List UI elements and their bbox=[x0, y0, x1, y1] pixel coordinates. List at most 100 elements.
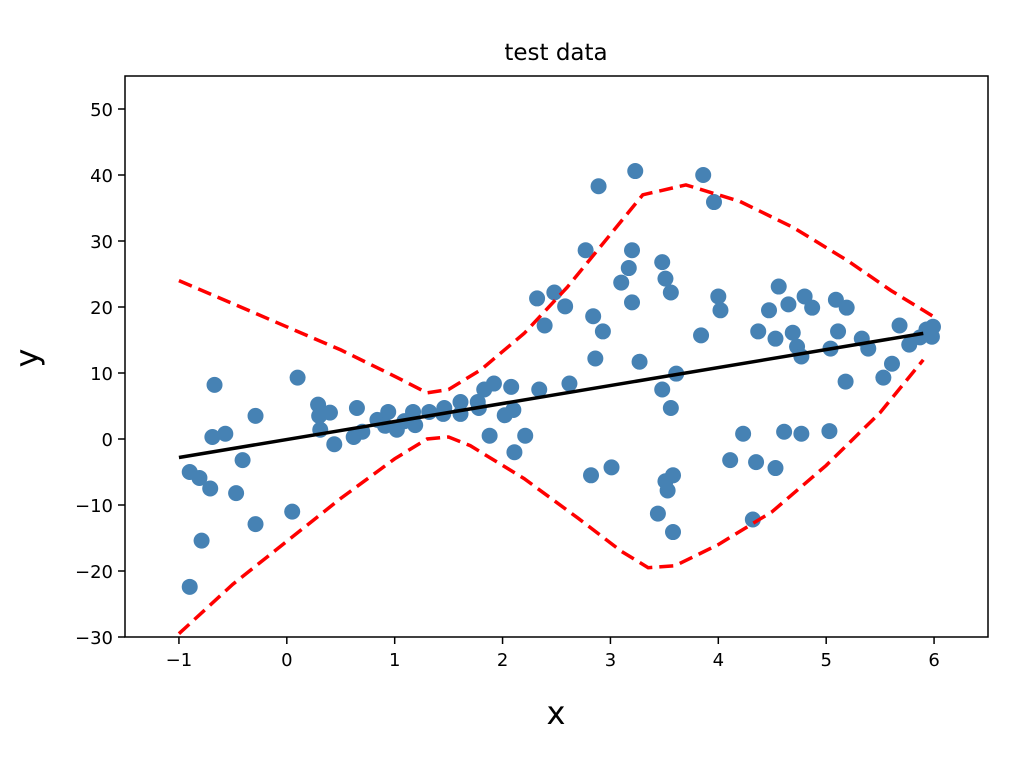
data-point bbox=[536, 317, 553, 334]
data-point bbox=[546, 284, 563, 301]
fit-line bbox=[178, 331, 924, 460]
data-point bbox=[405, 403, 422, 420]
data-point bbox=[631, 353, 648, 370]
data-point bbox=[452, 394, 469, 411]
data-point bbox=[767, 460, 784, 477]
data-point bbox=[321, 404, 338, 421]
data-point bbox=[247, 407, 264, 424]
data-point bbox=[659, 482, 676, 499]
data-point bbox=[234, 452, 251, 469]
y-tick-label: −30 bbox=[75, 628, 113, 649]
data-point bbox=[407, 417, 424, 434]
data-point bbox=[620, 260, 637, 277]
data-point bbox=[649, 505, 666, 522]
data-point bbox=[181, 578, 198, 595]
data-point bbox=[247, 516, 264, 533]
y-tick-label: 50 bbox=[90, 100, 113, 121]
data-point bbox=[662, 284, 679, 301]
data-point bbox=[837, 373, 854, 390]
y-axis-label: y bbox=[8, 349, 46, 368]
data-point bbox=[804, 299, 821, 316]
data-point bbox=[506, 444, 523, 461]
y-tick-label: −10 bbox=[75, 496, 113, 517]
data-point bbox=[603, 459, 620, 476]
data-point bbox=[780, 296, 797, 313]
data-point bbox=[577, 242, 594, 259]
data-point bbox=[793, 348, 810, 365]
data-point bbox=[517, 427, 534, 444]
x-axis: −1 0 1 2 3 4 5 6 bbox=[166, 637, 940, 671]
upper-bound-line bbox=[178, 183, 935, 395]
data-point bbox=[481, 427, 498, 444]
x-tick-label: −1 bbox=[166, 650, 193, 671]
data-point bbox=[693, 327, 710, 344]
x-tick-label: 1 bbox=[389, 650, 400, 671]
data-point bbox=[662, 399, 679, 416]
data-point bbox=[505, 401, 522, 418]
x-tick-label: 5 bbox=[820, 650, 831, 671]
data-point bbox=[776, 423, 793, 440]
lower-bound-line bbox=[177, 358, 925, 635]
data-point bbox=[883, 355, 900, 372]
data-point bbox=[796, 288, 813, 305]
data-point bbox=[228, 485, 245, 502]
data-point bbox=[583, 467, 600, 484]
y-tick-label: 40 bbox=[90, 166, 113, 187]
data-point bbox=[217, 425, 234, 442]
data-point bbox=[585, 308, 602, 325]
data-point bbox=[594, 323, 611, 340]
data-point bbox=[624, 242, 641, 259]
data-point bbox=[326, 436, 343, 453]
data-point bbox=[348, 399, 365, 416]
x-axis-label: x bbox=[547, 694, 566, 732]
data-point bbox=[821, 423, 838, 440]
data-point bbox=[838, 299, 855, 316]
data-point bbox=[657, 270, 674, 287]
data-point bbox=[503, 378, 520, 395]
data-point bbox=[710, 288, 727, 305]
data-point bbox=[204, 429, 221, 446]
y-tick-label: 20 bbox=[90, 298, 113, 319]
data-point bbox=[705, 194, 722, 211]
x-tick-label: 0 bbox=[281, 650, 292, 671]
data-point bbox=[531, 381, 548, 398]
data-point bbox=[627, 163, 644, 180]
data-point bbox=[561, 375, 578, 392]
data-point bbox=[529, 290, 546, 307]
data-point bbox=[793, 425, 810, 442]
data-point bbox=[722, 452, 739, 469]
data-point bbox=[750, 323, 767, 340]
data-point bbox=[380, 403, 397, 420]
data-point bbox=[735, 425, 752, 442]
data-point bbox=[767, 330, 784, 347]
data-point bbox=[557, 298, 574, 315]
data-point bbox=[193, 532, 210, 549]
data-point bbox=[770, 278, 787, 295]
plot-frame bbox=[124, 75, 989, 638]
data-point bbox=[912, 329, 929, 346]
y-tick-label: −20 bbox=[75, 562, 113, 583]
data-point bbox=[289, 369, 306, 386]
data-point bbox=[654, 254, 671, 271]
data-point bbox=[875, 369, 892, 386]
data-point bbox=[202, 480, 219, 497]
data-point bbox=[587, 350, 604, 367]
chart-title: test data bbox=[504, 40, 607, 66]
data-point bbox=[744, 511, 761, 528]
y-tick-label: 30 bbox=[90, 232, 113, 253]
data-point bbox=[624, 294, 641, 311]
data-point bbox=[712, 302, 729, 319]
data-point bbox=[830, 323, 847, 340]
data-point bbox=[485, 375, 502, 392]
data-point bbox=[748, 454, 765, 471]
data-point bbox=[665, 524, 682, 541]
data-point bbox=[695, 167, 712, 183]
data-point bbox=[613, 274, 630, 291]
data-point bbox=[191, 469, 208, 486]
x-tick-label: 2 bbox=[497, 650, 508, 671]
data-point bbox=[784, 324, 801, 341]
data-point bbox=[891, 317, 908, 334]
y-tick-label: 10 bbox=[90, 364, 113, 385]
data-point bbox=[761, 302, 778, 319]
